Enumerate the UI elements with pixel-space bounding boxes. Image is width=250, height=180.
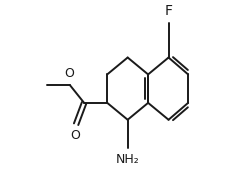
Text: F: F bbox=[164, 4, 172, 18]
Text: O: O bbox=[64, 67, 74, 80]
Text: NH₂: NH₂ bbox=[116, 153, 140, 166]
Text: O: O bbox=[70, 129, 80, 142]
